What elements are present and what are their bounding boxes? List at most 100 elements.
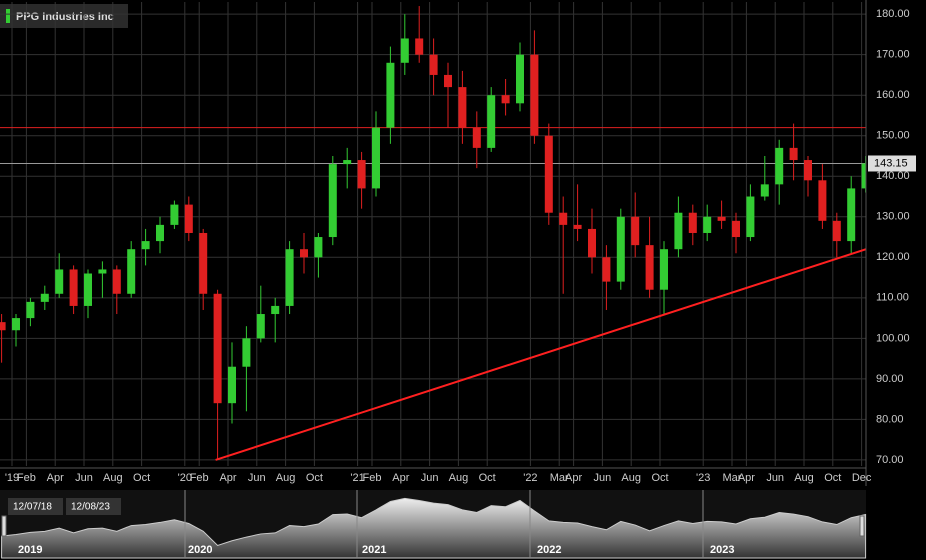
candle-body — [112, 269, 121, 294]
candle-body — [271, 305, 280, 315]
candle-body — [588, 228, 596, 258]
candle-body — [0, 322, 6, 331]
nav-date-box — [66, 498, 121, 515]
x-tick-label: Oct — [133, 472, 150, 484]
candle-body — [170, 204, 179, 225]
candle-body — [400, 38, 409, 63]
candle-body — [775, 147, 784, 185]
candle-body — [242, 338, 251, 367]
candle-body — [487, 95, 496, 148]
y-tick-label: 110.00 — [876, 292, 909, 304]
candle-body — [789, 147, 798, 161]
candle-body — [530, 54, 539, 136]
candle-body — [631, 216, 640, 246]
candle-body — [804, 160, 812, 181]
candle-body — [285, 249, 294, 306]
x-tick-label: Oct — [306, 472, 323, 484]
legend-box — [0, 4, 128, 28]
candle-body — [674, 212, 683, 250]
x-tick-label: Apr — [392, 472, 409, 484]
trendline — [215, 248, 866, 461]
candle-body — [184, 204, 193, 233]
x-tick-label: Aug — [794, 472, 814, 484]
y-tick-label: 140.00 — [876, 170, 910, 182]
candle-body — [444, 74, 452, 88]
navigator-area — [1, 497, 867, 559]
candle-body — [357, 160, 366, 189]
x-tick-label: '21 — [350, 472, 364, 484]
y-tick-label: 130.00 — [876, 211, 910, 223]
navigator-year: 2023 — [710, 544, 734, 556]
x-tick-label: Oct — [479, 472, 496, 484]
x-tick-label: Feb — [363, 472, 382, 484]
candle-body — [458, 87, 467, 128]
navigator-year: 2022 — [537, 544, 561, 556]
candle-body — [559, 212, 568, 225]
y-tick-label: 70.00 — [876, 454, 904, 466]
nav-handle — [1, 515, 7, 537]
x-tick-label: Jun — [594, 472, 612, 484]
x-tick-label: '20 — [178, 472, 192, 484]
candle-body — [55, 269, 64, 294]
x-tick-label: Apr — [738, 472, 755, 484]
y-tick-label: 90.00 — [876, 373, 904, 385]
navigator-end: 12/08/23 — [71, 502, 110, 513]
candle-body — [688, 212, 697, 233]
candle-body — [660, 249, 668, 290]
legend-marker — [6, 9, 10, 23]
candle-body — [818, 180, 827, 221]
navigator-year: 2020 — [188, 544, 212, 556]
x-tick-label: Feb — [17, 472, 36, 484]
candle-body — [573, 224, 582, 229]
candle-body — [703, 216, 712, 233]
candle-body — [256, 314, 265, 339]
x-tick-label: Oct — [651, 472, 668, 484]
candle-body — [213, 293, 222, 404]
candle-body — [40, 293, 49, 302]
candle-body — [372, 127, 380, 189]
x-tick-label: Oct — [824, 472, 841, 484]
nav-date-box — [8, 498, 63, 515]
x-tick-label: Apr — [219, 472, 236, 484]
candle-body — [415, 38, 424, 55]
candle-body — [228, 366, 236, 404]
candle-body — [199, 232, 208, 294]
plot-layer — [0, 2, 866, 466]
x-tick-label: '22 — [523, 472, 537, 484]
y-tick-label: 100.00 — [876, 332, 910, 344]
candle-body — [472, 127, 481, 148]
candle-body — [861, 163, 866, 189]
y-tick-label: 150.00 — [876, 130, 910, 142]
nav-handle — [859, 515, 865, 537]
x-tick-label: '23 — [696, 472, 710, 484]
y-tick-label: 80.00 — [876, 413, 904, 425]
x-tick-label: Apr — [47, 472, 64, 484]
candle-body — [516, 54, 524, 104]
navigator-year: 2021 — [362, 544, 386, 556]
candle-body — [602, 257, 611, 282]
navigator-start: 12/07/18 — [13, 502, 52, 513]
x-tick-label: Jun — [248, 472, 266, 484]
x-tick-label: Aug — [103, 472, 123, 484]
x-tick-label: Aug — [449, 472, 469, 484]
candle-body — [328, 164, 337, 238]
candle-body — [746, 196, 755, 238]
candle-body — [501, 95, 510, 104]
last-value-box — [868, 155, 916, 172]
candle-body — [544, 135, 553, 213]
candle-body — [645, 245, 654, 290]
candle-body — [141, 241, 150, 250]
x-tick-label: Aug — [276, 472, 296, 484]
candle-body — [156, 224, 164, 242]
candle-body — [429, 54, 438, 75]
candle-body — [847, 188, 856, 242]
candle-body — [386, 62, 395, 128]
candle-body — [343, 160, 352, 165]
candle-body — [616, 216, 625, 282]
last-value-label: 143.15 — [874, 157, 908, 169]
candle-body — [98, 269, 107, 274]
y-tick-label: 120.00 — [876, 251, 910, 263]
candle-body — [832, 220, 841, 242]
candle-body — [717, 216, 726, 221]
